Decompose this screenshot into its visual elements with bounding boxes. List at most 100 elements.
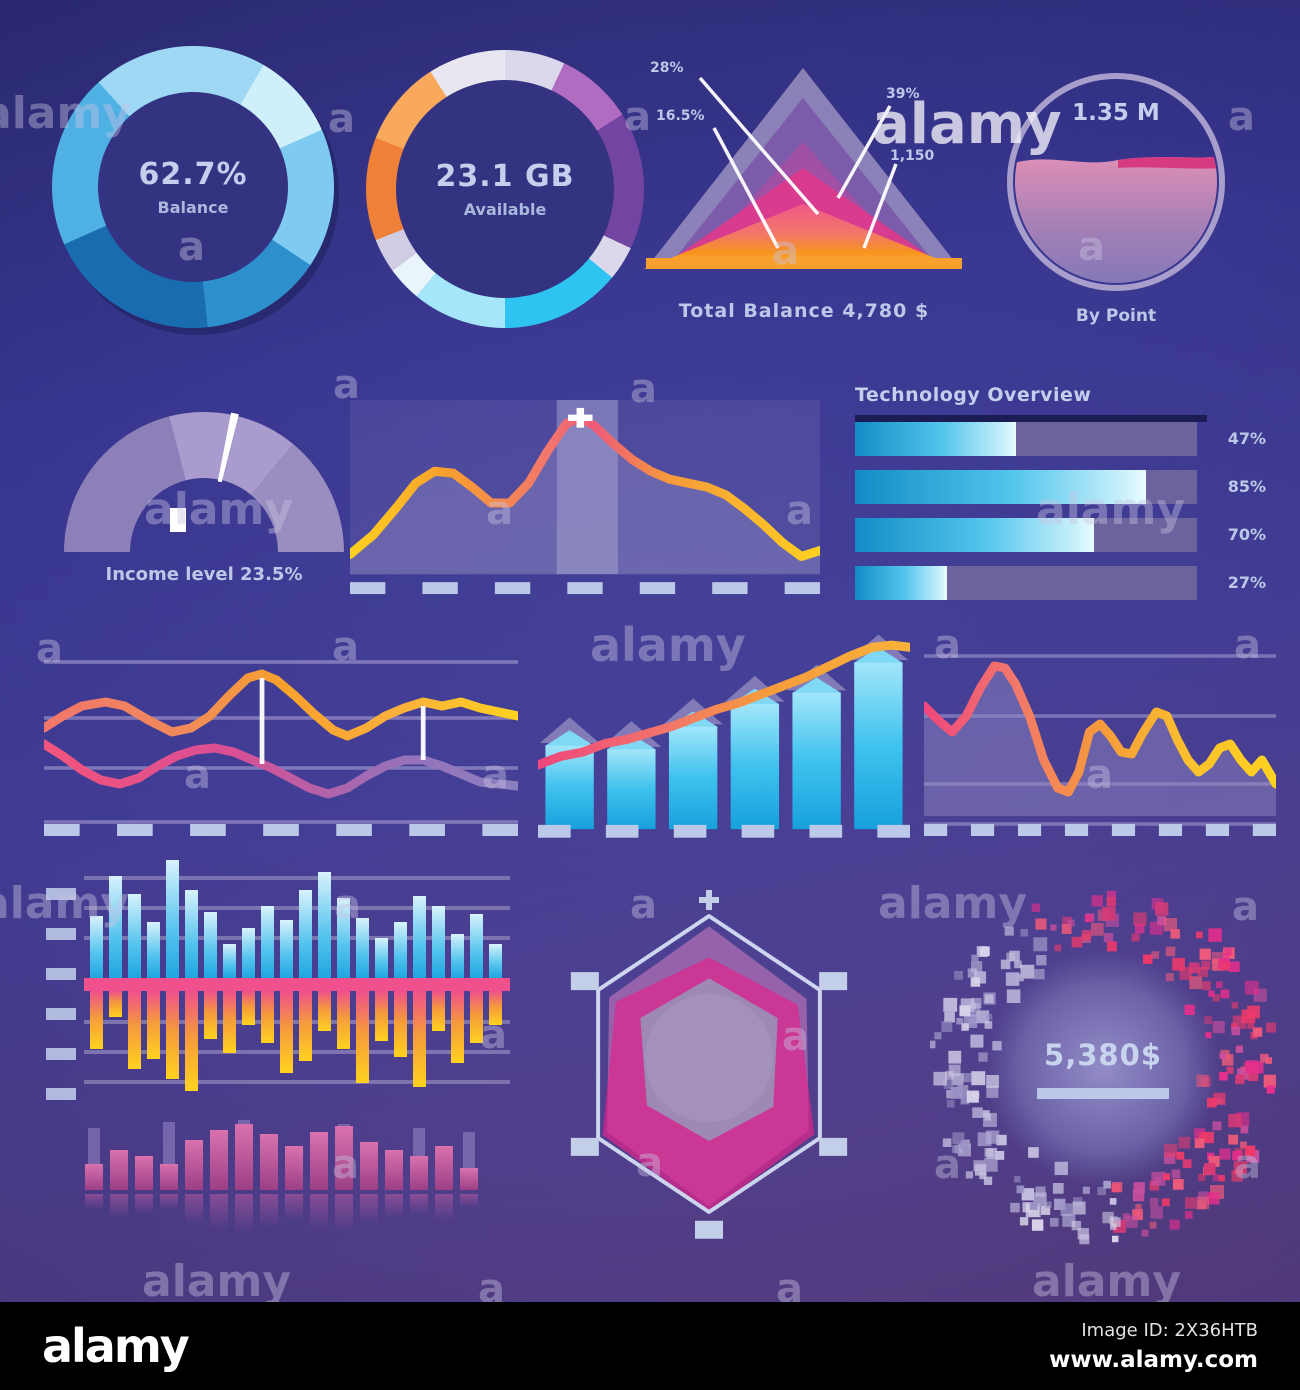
eq-bar-down bbox=[318, 991, 331, 1031]
bar bbox=[730, 703, 780, 830]
mosaic-dot bbox=[1149, 1197, 1159, 1207]
eq-bar-up bbox=[375, 938, 388, 978]
hex-radar-svg bbox=[570, 890, 848, 1239]
bar-reflection bbox=[85, 1194, 103, 1210]
hbar-track bbox=[855, 470, 1197, 504]
eq-bar-down bbox=[432, 991, 445, 1031]
eq-bar-up bbox=[489, 944, 502, 978]
mosaic-dot bbox=[971, 954, 979, 962]
eq-bar-up bbox=[204, 912, 217, 978]
mosaic-dot bbox=[965, 1171, 974, 1179]
mosaic-dot bbox=[1172, 1178, 1184, 1190]
eq-bar-down bbox=[337, 991, 350, 1049]
mosaic-dot bbox=[1020, 964, 1035, 979]
eq-bar-down bbox=[451, 991, 464, 1063]
mosaic-dot bbox=[1103, 933, 1114, 943]
mosaic-dot bbox=[957, 1085, 969, 1097]
eq-bar-up bbox=[299, 890, 312, 978]
mosaic-dot bbox=[1164, 1144, 1178, 1158]
mosaic-dot bbox=[1245, 1060, 1259, 1074]
mosaic-dot bbox=[1198, 1191, 1208, 1201]
hbar-fill bbox=[855, 566, 948, 600]
bar-reflection bbox=[235, 1194, 253, 1234]
eq-bar-down bbox=[90, 991, 103, 1049]
vertex-label bbox=[570, 1137, 599, 1156]
mosaic-dot bbox=[1125, 1215, 1138, 1228]
donut-ring bbox=[366, 50, 644, 328]
mosaic-dot bbox=[980, 946, 990, 957]
trend-line-svg bbox=[350, 400, 820, 595]
axis-tick bbox=[1111, 824, 1136, 836]
mosaic-dot bbox=[962, 1073, 972, 1083]
donut-value: 23.1 GB bbox=[435, 159, 575, 194]
mosaic-dot bbox=[970, 961, 983, 973]
mosaic-dot bbox=[1189, 976, 1203, 990]
mountain-svg bbox=[644, 68, 962, 269]
chart-gauge: Income level 23.5% bbox=[56, 396, 352, 596]
mosaic-dot bbox=[1196, 1196, 1210, 1209]
bar bbox=[410, 1156, 428, 1190]
mosaic-dot bbox=[960, 1140, 969, 1150]
eq-bar-up bbox=[166, 860, 179, 978]
donut-ring bbox=[52, 46, 334, 328]
mosaic-dot bbox=[1203, 1163, 1216, 1175]
peak-label-4: 1,150 bbox=[890, 148, 935, 164]
mosaic-dot bbox=[1170, 929, 1180, 939]
mosaic-dot bbox=[1028, 1147, 1039, 1158]
mosaic-dot bbox=[1220, 961, 1231, 971]
vertex-label bbox=[819, 1137, 848, 1156]
bar-cap bbox=[854, 647, 903, 663]
mosaic-dot bbox=[1161, 1198, 1170, 1207]
peak-label-2: 16.5% bbox=[656, 108, 705, 124]
watermark-text: alamy bbox=[142, 1256, 291, 1307]
bar bbox=[310, 1132, 328, 1190]
donut-value: 62.7% bbox=[138, 157, 248, 192]
bar bbox=[85, 1164, 103, 1190]
mosaic-dot bbox=[1219, 1052, 1226, 1059]
mosaic-dot bbox=[956, 1017, 963, 1025]
mosaic-dot bbox=[954, 970, 963, 980]
bar bbox=[110, 1150, 128, 1190]
mountain-base bbox=[646, 258, 962, 269]
gridline bbox=[44, 716, 518, 720]
mosaic-dot bbox=[1061, 924, 1072, 935]
axis-tick bbox=[712, 582, 748, 595]
trend-line-series bbox=[538, 645, 910, 765]
mosaic-dot bbox=[1165, 946, 1176, 957]
axis-tick bbox=[538, 824, 571, 838]
mosaic-dot bbox=[1050, 924, 1057, 931]
line-series bbox=[924, 666, 1276, 792]
hbar-value: 70% bbox=[1227, 525, 1266, 544]
line-series bbox=[44, 744, 518, 794]
mosaic-dot bbox=[984, 994, 994, 1004]
mosaic-dot bbox=[1054, 1198, 1066, 1210]
mosaic-dot bbox=[1135, 923, 1145, 934]
mosaic-dot bbox=[1244, 980, 1259, 995]
mosaic-dot bbox=[1219, 1071, 1228, 1081]
mosaic-dot bbox=[1106, 941, 1117, 952]
gauge-segment bbox=[64, 416, 186, 552]
axis-tick bbox=[605, 824, 639, 838]
mosaic-dot bbox=[1133, 912, 1147, 926]
mosaic-dot bbox=[985, 1130, 1000, 1144]
alamy-website-text: www.alamy.com bbox=[1049, 1346, 1258, 1373]
chart-dual-line bbox=[44, 640, 518, 840]
gridline bbox=[924, 822, 1276, 826]
mosaic-dot bbox=[1202, 981, 1211, 991]
bar bbox=[668, 726, 718, 830]
mosaic-dot bbox=[1062, 916, 1072, 927]
gridline bbox=[84, 1020, 510, 1024]
mosaic-dot bbox=[950, 1086, 963, 1099]
mosaic-dot bbox=[1034, 968, 1045, 980]
mosaic-dot bbox=[1077, 1228, 1089, 1240]
hbar-fill bbox=[855, 422, 1016, 456]
axis-tick bbox=[44, 824, 80, 836]
bar-reflection bbox=[435, 1194, 453, 1221]
y-axis-label bbox=[46, 888, 76, 900]
mosaic-dot bbox=[1060, 1203, 1074, 1217]
mosaic-dot bbox=[1235, 1045, 1244, 1053]
mosaic-dot bbox=[1208, 990, 1215, 997]
mosaic-dot bbox=[959, 1005, 971, 1017]
gauge-segment bbox=[251, 444, 344, 552]
mosaic-dot bbox=[1205, 1032, 1212, 1039]
